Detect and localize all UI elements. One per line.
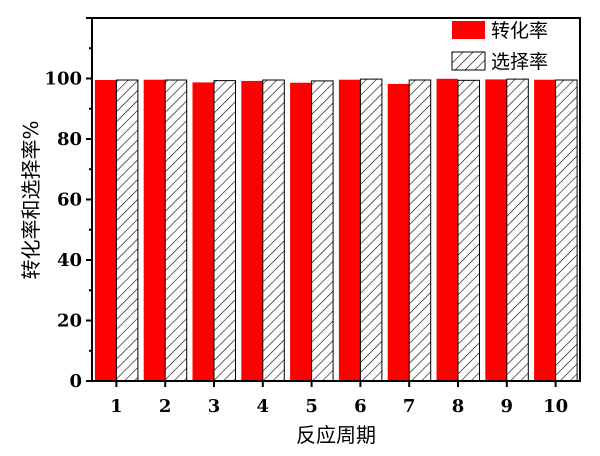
x-tick-label: 5 bbox=[305, 396, 318, 417]
bar-conversion-2 bbox=[143, 79, 166, 382]
bar-selectivity-3 bbox=[213, 80, 236, 382]
bar-selectivity-4 bbox=[262, 79, 285, 382]
x-tick-label: 9 bbox=[501, 396, 514, 417]
bar-selectivity-10 bbox=[555, 79, 578, 382]
bar-selectivity-2 bbox=[164, 79, 188, 382]
legend-label-selectivity: 选择率 bbox=[491, 51, 548, 73]
y-tick-label: 80 bbox=[57, 129, 82, 150]
bar-selectivity-5 bbox=[311, 80, 334, 382]
x-tick-label: 8 bbox=[452, 396, 465, 417]
bar-conversion-3 bbox=[192, 82, 214, 382]
bar-conversion-5 bbox=[290, 82, 312, 382]
y-tick-label: 60 bbox=[57, 190, 82, 211]
x-tick-label: 6 bbox=[354, 396, 367, 417]
y-tick-label: 0 bbox=[69, 371, 82, 392]
x-tick-label: 1 bbox=[110, 396, 123, 417]
legend-swatch-conversion bbox=[452, 21, 485, 39]
x-tick-label: 2 bbox=[159, 396, 172, 417]
y-tick-label: 40 bbox=[57, 250, 82, 271]
x-tick-label: 3 bbox=[208, 396, 221, 417]
x-tick-label: 10 bbox=[543, 396, 568, 417]
bar-conversion-7 bbox=[387, 83, 410, 381]
legend-swatch-selectivity bbox=[451, 51, 486, 71]
bar-conversion-8 bbox=[436, 78, 458, 382]
x-tick-label: 4 bbox=[257, 396, 270, 417]
bar-conversion-10 bbox=[534, 79, 556, 382]
legend: 转化率 选择率 bbox=[451, 20, 548, 73]
bar-conversion-6 bbox=[338, 79, 361, 382]
x-axis-label: 反应周期 bbox=[296, 423, 376, 447]
bar-selectivity-6 bbox=[359, 78, 383, 382]
x-tick-label: 7 bbox=[403, 396, 416, 417]
y-axis-label: 转化率和选择率% bbox=[19, 120, 43, 279]
bar-conversion-9 bbox=[485, 79, 507, 381]
y-tick-label: 100 bbox=[44, 69, 82, 90]
bar-selectivity-9 bbox=[506, 78, 529, 382]
bar-selectivity-8 bbox=[457, 79, 480, 382]
y-tick-label: 20 bbox=[57, 311, 82, 332]
legend-label-conversion: 转化率 bbox=[491, 20, 548, 42]
bar-selectivity-1 bbox=[115, 79, 139, 382]
bar-conversion-1 bbox=[94, 80, 117, 381]
bar-conversion-4 bbox=[241, 80, 263, 382]
bar-selectivity-7 bbox=[408, 79, 432, 382]
